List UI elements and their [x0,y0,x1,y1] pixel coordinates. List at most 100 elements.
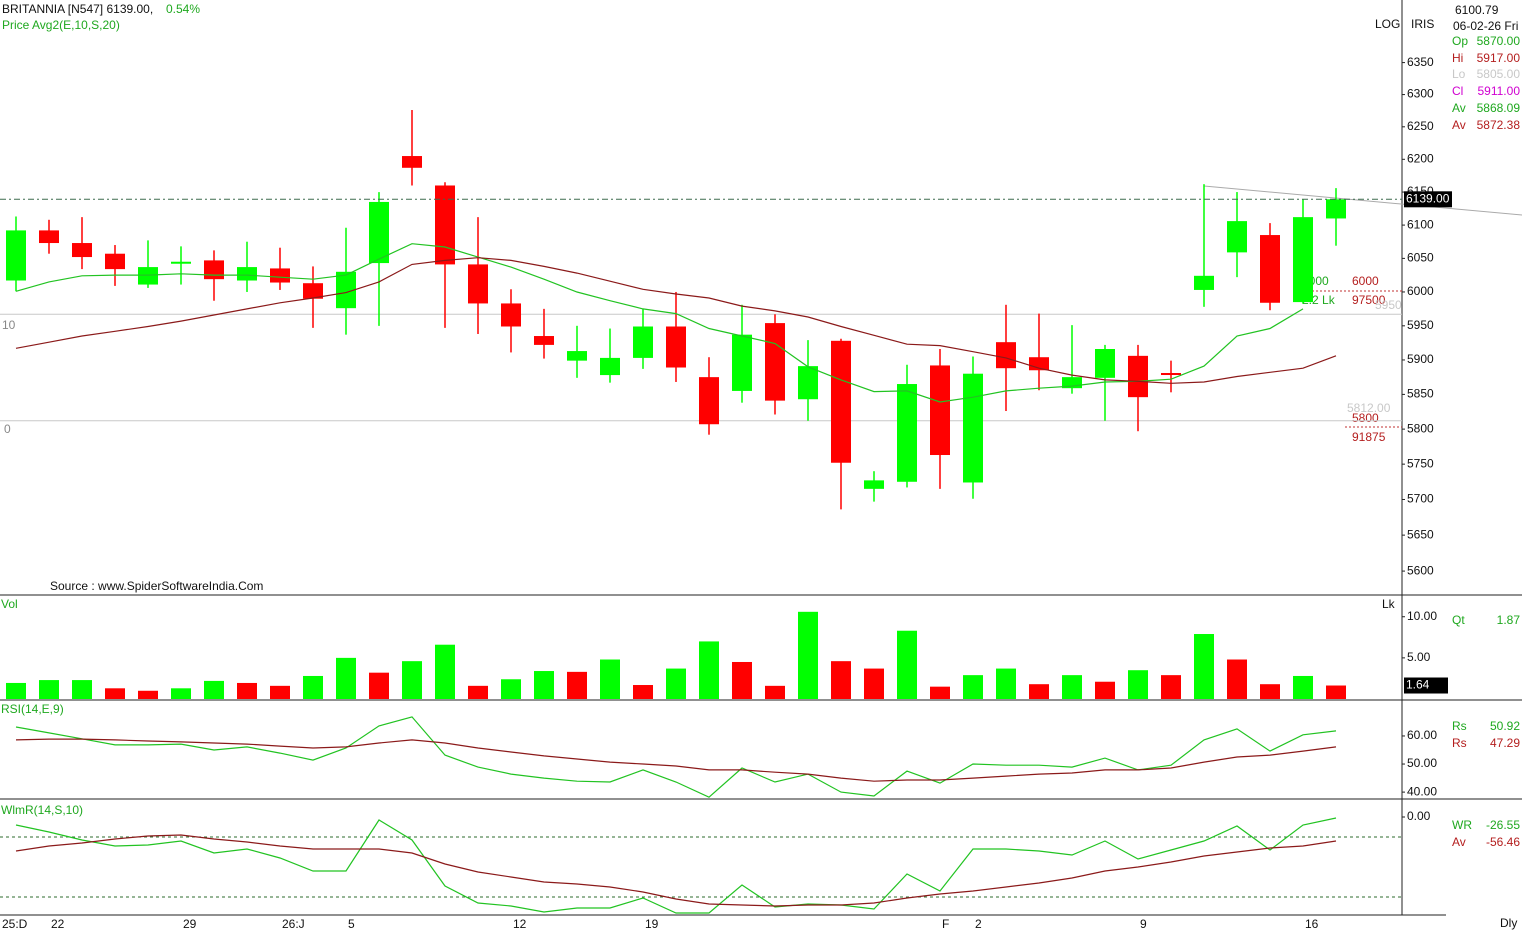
readout-label: Qt [1452,613,1465,627]
x-tick-label: 9 [1140,917,1147,931]
y-tick-label: 6250 [1407,119,1434,133]
line-series [15,257,1337,384]
line-series [15,716,1337,798]
readout-value: 50.92 [1490,719,1520,733]
cursor-price: 6100.79 [1455,3,1499,17]
volume-bar [1194,634,1214,699]
candle-body [501,303,521,327]
readout-label: Rs [1452,736,1467,750]
candle-body [1260,235,1280,303]
candle-body [1095,349,1115,378]
panel-title: Vol [1,597,18,611]
readout-value: 1.87 [1497,613,1521,627]
candle-body [600,357,620,376]
annotation: 5800 [1352,411,1379,425]
x-tick-label: 26:J [282,917,305,931]
y-tick-label: 5850 [1407,387,1434,401]
y-tick-label: 6100 [1407,217,1434,231]
volume-bar [699,641,719,699]
value-tag-box [1404,677,1448,694]
y-tick-label: 5750 [1407,456,1434,470]
y-tick-label: 5800 [1407,421,1434,435]
volume-bar [435,644,455,699]
annotation: 5812.00 [1347,401,1391,415]
readout-label: Hi [1452,51,1463,65]
y-tick-label: 5600 [1407,563,1434,577]
volume-bar [1062,675,1082,699]
line-series [15,817,1337,914]
volume-bar [1029,684,1049,699]
volume-bar [369,672,389,699]
source: Source : www.SpiderSoftwareIndia.Com [50,579,263,593]
volume-bar [204,680,224,699]
candle-body [897,384,917,482]
x-tick-label: F [942,917,949,931]
volume-bar [237,682,257,699]
y-tick-label: 60.00 [1407,728,1437,742]
volume-bar [138,690,158,699]
candle-body [369,201,389,264]
volume-bar [765,685,785,699]
volume-bar [963,675,983,699]
annotation: 91875 [1352,430,1386,444]
candle-body [963,373,983,483]
candle-body [1293,217,1313,303]
annotation: 6000 [1352,274,1379,288]
unit-label: Lk [1382,597,1396,611]
candle-body [798,366,818,400]
candle-body [633,326,653,358]
volume-bar [105,688,125,699]
readout-value: 5868.09 [1477,101,1521,115]
cursor-date: 06-02-26 Fri [1453,19,1518,33]
volume-bar [930,686,950,699]
trend-line [1203,185,1522,216]
volume-bar [798,611,818,699]
candle-body [1326,199,1346,219]
x-tick-label: 19 [645,917,659,931]
candle-body [468,264,488,304]
value-tag: 1.64 [1406,678,1430,692]
x-tick-label: 5 [348,917,355,931]
readout-value: -56.46 [1486,835,1520,849]
volume-bar [567,671,587,699]
annotation: 97500 [1352,293,1386,307]
y-tick-label: 6350 [1407,55,1434,69]
line-series [15,834,1337,907]
readout-label: Rs [1452,719,1467,733]
line-series [15,243,1304,403]
y-tick-label: 10.00 [1407,609,1437,623]
x-tick-label: 12 [513,917,527,931]
brand: IRIS [1411,17,1434,31]
volume-bar [897,630,917,699]
change: 0.54% [166,2,200,16]
x-tick-label: 2 [975,917,982,931]
y-tick-label: 40.00 [1407,784,1437,798]
volume-bar [534,671,554,699]
readout-value: 5805.00 [1477,67,1521,81]
y-tick-label: 5900 [1407,352,1434,366]
candle-body [204,260,224,280]
volume-bar [468,685,488,699]
x-tick-label: 22 [51,917,65,931]
volume-bar [336,657,356,699]
candle-body [171,261,191,264]
y-tick-label: 6300 [1407,87,1434,101]
volume-bar [732,661,752,699]
y-tick-label: 5650 [1407,527,1434,541]
volume-bar [1227,659,1247,699]
candle-body [435,185,455,265]
candle-body [138,267,158,285]
x-tick-label: 25:D [2,917,28,931]
y-tick-label: 5700 [1407,492,1434,506]
readout-value: 5872.38 [1477,118,1521,132]
volume-bar [1326,685,1346,699]
volume-bar [171,688,191,699]
volume-bar [1095,681,1115,699]
scale-label: LOG [1375,17,1400,31]
period: Dly [1500,916,1517,930]
readout-value: 5917.00 [1477,51,1521,65]
readout-label: Op [1452,34,1468,48]
candle-body [6,230,26,281]
